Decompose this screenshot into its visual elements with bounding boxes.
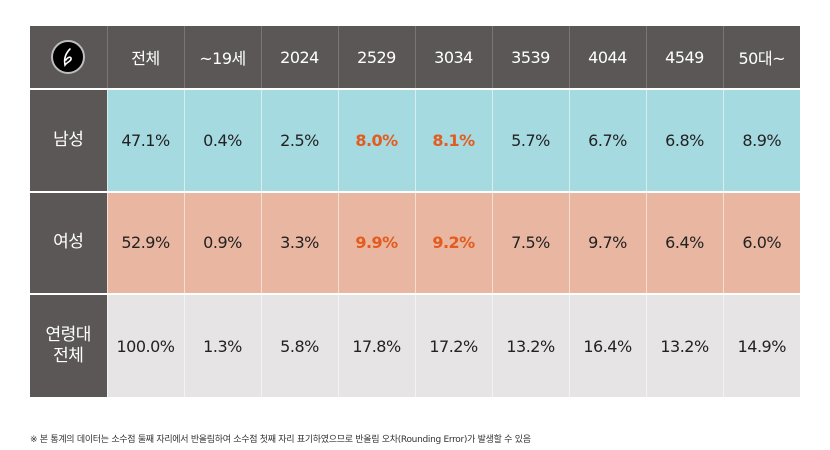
value-cell: 6.4% [645, 190, 723, 295]
row-label-line: 연령대 [45, 325, 92, 346]
value-cell: 6.7% [568, 88, 646, 192]
column-header: 2024 [260, 26, 338, 89]
column-header: 50대~ [722, 26, 800, 89]
value-cell: 8.1% [414, 88, 492, 192]
column-header: 전체 [106, 26, 184, 89]
value-cell: 16.4% [568, 293, 646, 397]
value-cell: 6.0% [722, 190, 800, 295]
column-header: 4044 [568, 26, 646, 89]
column-header: 2529 [337, 26, 415, 89]
value-cell: 1.3% [183, 293, 261, 397]
age-gender-table: 전체 ~19세 2024 2529 3034 3539 4044 4549 50대~ 남성 47.… [30, 26, 800, 397]
row-male: 남성 47.1% 0.4% 2.5% 8.0% 8.1% 5.7% 6.7% 6.8% 8.9% [30, 88, 800, 192]
value-cell: 2.5% [260, 88, 338, 192]
value-cell: 17.2% [414, 293, 492, 397]
value-cell: 13.2% [491, 293, 569, 397]
value-cell: 0.9% [183, 190, 261, 295]
value-cell: 3.3% [260, 190, 338, 295]
value-cell: 100.0% [106, 293, 184, 397]
header-row: 전체 ~19세 2024 2529 3034 3539 4044 4549 50대~ [30, 26, 800, 89]
column-header: 3539 [491, 26, 569, 89]
value-cell: 9.7% [568, 190, 646, 295]
value-cell: 17.8% [337, 293, 415, 397]
value-cell: 6.8% [645, 88, 723, 192]
row-label: 여성 [30, 190, 107, 295]
column-header: 4549 [645, 26, 723, 89]
column-header: 3034 [414, 26, 492, 89]
value-cell: 9.9% [337, 190, 415, 295]
value-cell: 52.9% [106, 190, 184, 295]
row-total: 연령대 전체 100.0% 1.3% 5.8% 17.8% 17.2% 13.2% 16.4% 1… [30, 293, 800, 397]
value-cell: 0.4% [183, 88, 261, 192]
column-header: ~19세 [183, 26, 261, 89]
value-cell: 14.9% [722, 293, 800, 397]
value-cell: 5.7% [491, 88, 569, 192]
row-label-line: 전체 [53, 346, 84, 367]
row-female: 여성 52.9% 0.9% 3.3% 9.9% 9.2% 7.5% 9.7% 6.4% 6.0% [30, 190, 800, 295]
value-cell: 5.8% [260, 293, 338, 397]
footnote: ※ 본 통계의 데이터는 소수점 둘째 자리에서 반올림하여 소수점 첫째 자리… [30, 435, 531, 445]
value-cell: 47.1% [106, 88, 184, 192]
value-cell: 9.2% [414, 190, 492, 295]
brand-logo [30, 26, 107, 89]
value-cell: 13.2% [645, 293, 723, 397]
row-label: 남성 [30, 88, 107, 192]
row-label: 연령대 전체 [30, 293, 107, 397]
value-cell: 7.5% [491, 190, 569, 295]
brand-logo-icon [51, 40, 86, 74]
value-cell: 8.0% [337, 88, 415, 192]
value-cell: 8.9% [722, 88, 800, 192]
